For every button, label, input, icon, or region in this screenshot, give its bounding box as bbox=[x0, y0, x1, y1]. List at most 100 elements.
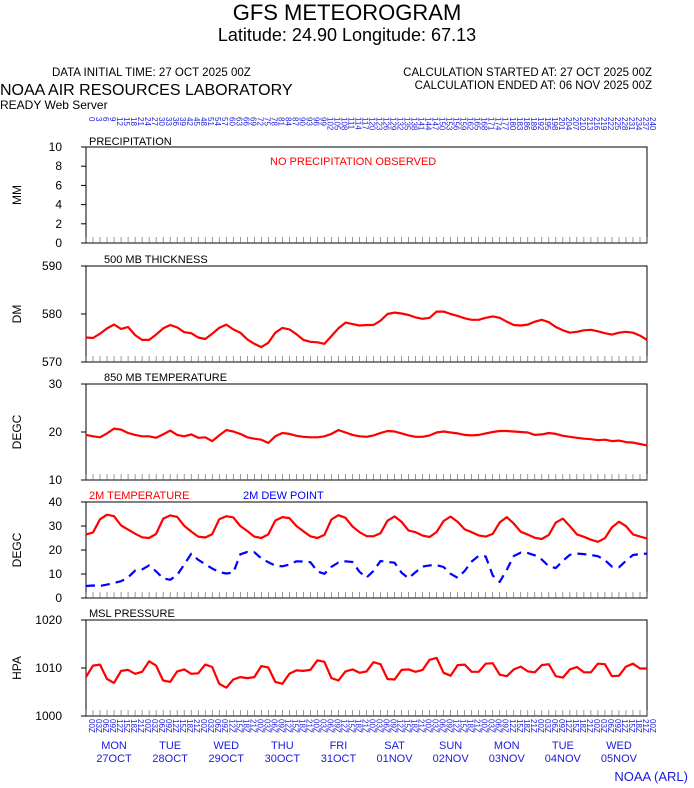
forecast-hour-label: 120 bbox=[368, 117, 377, 131]
time-label: 21Z bbox=[136, 719, 145, 733]
forecast-hour-label: 63 bbox=[234, 117, 243, 126]
forecast-hour-label: 192 bbox=[536, 117, 545, 131]
day-date-label: 28OCT bbox=[152, 753, 188, 765]
forecast-hour-label: 222 bbox=[606, 117, 615, 131]
day-date-label: 01NOV bbox=[377, 753, 414, 765]
y-tick-label: 570 bbox=[42, 355, 62, 369]
forecast-hour-label: 90 bbox=[297, 117, 306, 126]
series-line bbox=[85, 513, 648, 543]
forecast-hour-label: 162 bbox=[466, 117, 475, 131]
forecast-hour-label: 36 bbox=[171, 117, 180, 126]
chart-subtitle: Latitude: 24.90 Longitude: 67.13 bbox=[217, 25, 477, 45]
time-label: 09Z bbox=[276, 719, 285, 733]
time-label: 12Z bbox=[452, 719, 461, 733]
time-label: 00Z bbox=[536, 719, 545, 733]
y-tick-label: 4 bbox=[55, 198, 62, 212]
y-tick-label: 6 bbox=[55, 178, 62, 192]
forecast-hour-label: 216 bbox=[592, 117, 601, 131]
forecast-hour-label: 186 bbox=[522, 117, 531, 131]
time-label: 03Z bbox=[543, 719, 552, 733]
time-label: 06Z bbox=[382, 719, 391, 733]
forecast-hour-label: 147 bbox=[431, 117, 440, 131]
time-label: 21Z bbox=[529, 719, 538, 733]
panel-label: 500 MB THICKNESS bbox=[104, 254, 208, 266]
forecast-hour-label: 96 bbox=[311, 117, 320, 126]
forecast-hour-label: 159 bbox=[459, 117, 468, 131]
time-label: 06Z bbox=[269, 719, 278, 733]
calculation-ended: CALCULATION ENDED AT: 06 NOV 2025 00Z bbox=[414, 80, 652, 92]
time-label: 18Z bbox=[578, 719, 587, 733]
forecast-hour-label: 180 bbox=[508, 117, 517, 131]
y-tick-label: 30 bbox=[49, 519, 63, 533]
forecast-hour-label: 111 bbox=[346, 117, 355, 130]
time-label: 03Z bbox=[262, 719, 271, 733]
time-label: 00Z bbox=[143, 719, 152, 733]
time-label: 00Z bbox=[424, 719, 433, 733]
day-weekday-label: MON bbox=[101, 740, 127, 752]
time-label: 18Z bbox=[297, 719, 306, 733]
forecast-hour-label: 219 bbox=[599, 117, 608, 131]
panel-label: PRECIPITATION bbox=[89, 136, 172, 148]
forecast-hour-label: 102 bbox=[325, 117, 334, 131]
time-label: 21Z bbox=[473, 719, 482, 733]
day-date-label: 30OCT bbox=[265, 753, 301, 765]
forecast-hour-label: 105 bbox=[332, 117, 341, 131]
y-tick-label: 10 bbox=[49, 567, 63, 581]
time-label: 03Z bbox=[206, 719, 215, 733]
day-weekday-label: TUE bbox=[552, 740, 574, 752]
time-label: 03Z bbox=[150, 719, 159, 733]
y-tick-label: 1020 bbox=[35, 613, 62, 627]
forecast-hour-label: 9 bbox=[108, 117, 117, 122]
time-label: 12Z bbox=[339, 719, 348, 733]
forecast-hour-label: 93 bbox=[304, 117, 313, 126]
time-label: 15Z bbox=[571, 719, 580, 733]
time-label: 06Z bbox=[438, 719, 447, 733]
forecast-hour-label: 117 bbox=[360, 117, 369, 130]
time-label: 03Z bbox=[431, 719, 440, 733]
forecast-hour-label: 240 bbox=[648, 117, 657, 131]
forecast-hour-label: 78 bbox=[269, 117, 278, 126]
day-date-label: 05NOV bbox=[601, 753, 638, 765]
time-label: 15Z bbox=[122, 719, 131, 733]
noaa-credit: NOAA (ARL) bbox=[614, 769, 688, 784]
forecast-hour-label: 132 bbox=[396, 117, 405, 131]
forecast-hour-label: 207 bbox=[571, 117, 580, 131]
y-axis-title: DM bbox=[10, 305, 24, 324]
time-label: 00Z bbox=[255, 719, 264, 733]
time-label: 12Z bbox=[171, 719, 180, 733]
time-label: 15Z bbox=[234, 719, 243, 733]
day-date-label: 27OCT bbox=[96, 753, 132, 765]
time-label: 00Z bbox=[87, 719, 96, 733]
server-name: READY Web Server bbox=[0, 98, 108, 112]
lab-name: NOAA AIR RESOURCES LABORATORY bbox=[0, 82, 293, 99]
forecast-hour-label: 15 bbox=[122, 117, 131, 126]
y-tick-label: 590 bbox=[42, 259, 62, 273]
forecast-hour-label: 87 bbox=[290, 117, 299, 126]
time-label: 15Z bbox=[459, 719, 468, 733]
forecast-hour-label: 66 bbox=[241, 117, 250, 126]
forecast-hour-label: 24 bbox=[143, 117, 152, 126]
day-weekday-label: SUN bbox=[439, 740, 462, 752]
y-tick-label: 1010 bbox=[35, 661, 62, 675]
forecast-hour-label: 231 bbox=[627, 117, 636, 131]
y-tick-label: 10 bbox=[49, 140, 63, 154]
forecast-hour-label: 123 bbox=[375, 117, 384, 131]
forecast-hour-label: 153 bbox=[445, 117, 454, 131]
time-label: 15Z bbox=[346, 719, 355, 733]
forecast-hour-label: 39 bbox=[178, 117, 187, 126]
day-weekday-label: FRI bbox=[330, 740, 348, 752]
time-label: 21Z bbox=[360, 719, 369, 733]
forecast-hour-label: 135 bbox=[403, 117, 412, 131]
forecast-hour-label: 168 bbox=[480, 117, 489, 131]
forecast-hour-label: 72 bbox=[255, 117, 264, 126]
panel-frame bbox=[85, 265, 648, 363]
series-line bbox=[85, 656, 647, 689]
forecast-hour-label: 51 bbox=[206, 117, 215, 126]
forecast-hour-label: 99 bbox=[318, 117, 327, 126]
time-label: 06Z bbox=[606, 719, 615, 733]
forecast-hour-label: 138 bbox=[410, 117, 419, 131]
forecast-hour-label: 189 bbox=[529, 117, 538, 131]
time-label: 21Z bbox=[417, 719, 426, 733]
forecast-hour-label: 3 bbox=[94, 117, 103, 122]
